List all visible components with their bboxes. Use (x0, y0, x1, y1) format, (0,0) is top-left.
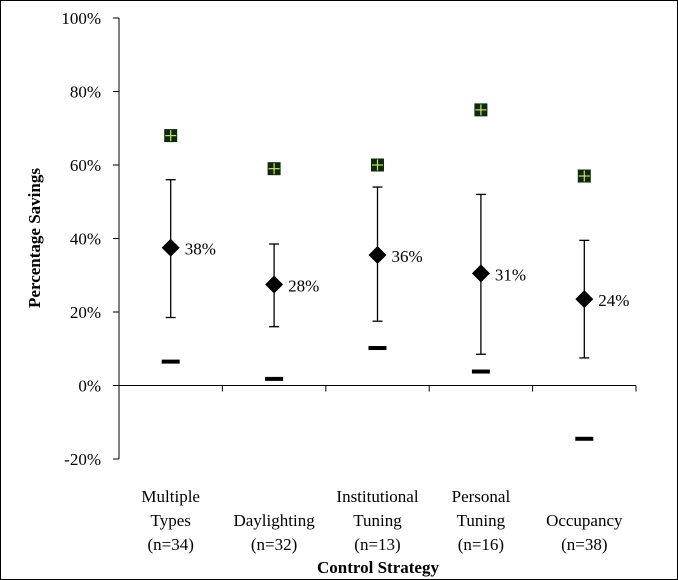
mean-diamond-marker (575, 290, 594, 309)
mean-diamond-marker (161, 238, 180, 257)
category-label-group: Multiple Types (n=34) Daylighting (n=32) Inst… (141, 487, 623, 554)
y-tick-label: 60% (70, 156, 101, 175)
category-label-line: (n=16) (458, 535, 504, 554)
y-axis-title: Percentage Savings (25, 168, 44, 308)
y-tick-label: 20% (70, 303, 101, 322)
category-label-line: Tuning (457, 511, 506, 530)
category-label-line: Institutional (336, 487, 418, 506)
category-label-line: (n=38) (561, 535, 607, 554)
min-dash-marker (471, 369, 490, 374)
category-label: Occupancy (n=38) (546, 511, 623, 554)
category-label: Institutional Tuning (n=13) (336, 487, 418, 554)
mean-data-label: 36% (392, 247, 423, 266)
y-tick-label: -20% (64, 450, 101, 469)
category-label: Daylighting (n=32) (233, 511, 315, 554)
mean-diamond-marker (368, 246, 387, 265)
marks-group: 38% 28% 36% 31% 24% (161, 103, 629, 441)
category-label: Multiple Types (n=34) (141, 487, 200, 554)
y-tick-label: 0% (78, 377, 101, 396)
category-label-line: Occupancy (546, 511, 623, 530)
category-label-line: (n=13) (354, 535, 400, 554)
category-label-line: Daylighting (233, 511, 315, 530)
min-dash-marker (368, 346, 387, 351)
y-tick-group: -20% 0% 20% 40% 60% 80% 100% (61, 9, 119, 469)
category-label-line: (n=32) (251, 535, 297, 554)
category-label-line: Multiple (141, 487, 200, 506)
category-label-line: Tuning (353, 511, 402, 530)
y-tick-label: 80% (70, 83, 101, 102)
min-dash-marker (575, 436, 594, 441)
y-tick-label: 100% (61, 9, 101, 28)
min-dash-marker (161, 359, 180, 364)
mean-data-label: 24% (598, 291, 629, 310)
mean-diamond-marker (471, 264, 490, 283)
mean-data-label: 31% (495, 265, 526, 284)
category-label: Personal Tuning (n=16) (452, 487, 511, 554)
category-label-line: (n=34) (147, 535, 193, 554)
x-axis-title: Control Strategy (317, 558, 439, 577)
category-label-line: Personal (452, 487, 511, 506)
mean-diamond-marker (265, 275, 284, 294)
mean-data-label: 28% (288, 276, 319, 295)
mean-data-label: 38% (185, 240, 216, 259)
category-label-line: Types (151, 511, 191, 530)
min-dash-marker (265, 376, 284, 381)
x-tick-group (221, 385, 637, 392)
y-tick-label: 40% (70, 230, 101, 249)
